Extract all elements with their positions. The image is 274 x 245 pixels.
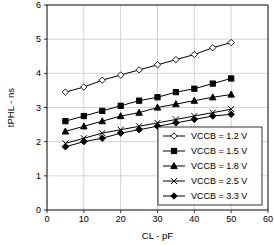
tick-label-x: 30	[152, 214, 162, 224]
tick-label-y: 1	[36, 171, 41, 181]
data-point	[154, 62, 160, 68]
data-point	[99, 77, 105, 83]
data-point	[173, 56, 179, 62]
tick-label-y: 2	[36, 137, 41, 147]
data-point	[117, 72, 123, 78]
data-point	[210, 81, 215, 86]
data-point	[136, 67, 142, 73]
tick-label-y: 3	[36, 103, 41, 113]
chart: 0 10 20 30 40 50 60 0 1 2 3 4 5 6 CL - pF tPHL - ns VCCB…	[0, 0, 274, 245]
legend-marker	[171, 163, 177, 169]
legend-marker	[171, 148, 176, 153]
plot-frame	[47, 5, 268, 210]
data-point	[191, 97, 197, 103]
data-point	[118, 103, 123, 108]
data-point	[229, 76, 234, 81]
legend-marker	[171, 133, 177, 139]
tick-label-y: 4	[36, 68, 41, 78]
data-point	[155, 95, 160, 100]
data-point	[210, 45, 216, 51]
data-point	[62, 89, 68, 95]
data-point	[63, 119, 68, 124]
tick-label-x: 0	[44, 214, 49, 224]
series-line	[65, 95, 231, 132]
legend-label: VCCB = 1.8 V	[191, 161, 247, 171]
grid-line-y	[47, 39, 268, 40]
data-point	[136, 127, 142, 133]
data-point	[191, 116, 197, 122]
series-line	[65, 43, 231, 93]
tick-label-y: 5	[36, 34, 41, 44]
data-point	[173, 90, 178, 95]
data-point	[210, 113, 216, 119]
data-point	[117, 113, 123, 119]
x-axis-label: CL - pF	[142, 230, 174, 241]
legend-label: VCCB = 1.2 V	[191, 131, 247, 141]
data-point	[81, 123, 87, 129]
data-point	[100, 108, 105, 113]
data-point	[136, 109, 142, 115]
tick-label-x: 10	[79, 214, 89, 224]
legend: VCCB = 1.2 V VCCB = 1.5 V VCCB = 1.8 V VCCB…	[158, 127, 262, 205]
data-point	[173, 120, 179, 126]
data-point	[99, 135, 105, 141]
data-point	[228, 39, 234, 45]
y-axis-label: tPHL - ns	[5, 88, 16, 127]
tick-label-x: 50	[226, 214, 236, 224]
data-point	[81, 84, 87, 90]
legend-marker	[171, 193, 177, 199]
data-point	[62, 144, 68, 150]
data-point	[81, 113, 86, 118]
tick-label-x: 40	[189, 214, 199, 224]
tick-label-y: 0	[36, 205, 41, 215]
legend-label: VCCB = 2.5 V	[191, 176, 247, 186]
grid-line-y	[47, 73, 268, 74]
data-point	[192, 86, 197, 91]
series-line	[65, 78, 231, 121]
data-point	[210, 94, 216, 100]
data-point	[99, 118, 105, 124]
data-point	[62, 128, 68, 134]
data-point	[136, 98, 141, 103]
legend-box	[158, 127, 262, 205]
data-point	[173, 101, 179, 107]
data-point	[228, 91, 234, 97]
tick-label-y: 6	[36, 0, 41, 10]
data-point	[154, 104, 160, 110]
plot-background	[47, 5, 268, 210]
legend-label: VCCB = 3.3 V	[191, 191, 247, 201]
tick-label-x: 60	[263, 214, 273, 224]
legend-label: VCCB = 1.5 V	[191, 146, 247, 156]
legend-marker	[171, 178, 177, 184]
data-point	[81, 138, 87, 144]
data-point	[191, 51, 197, 57]
data-point	[228, 111, 234, 117]
tick-label-x: 20	[116, 214, 126, 224]
data-point	[117, 130, 123, 136]
